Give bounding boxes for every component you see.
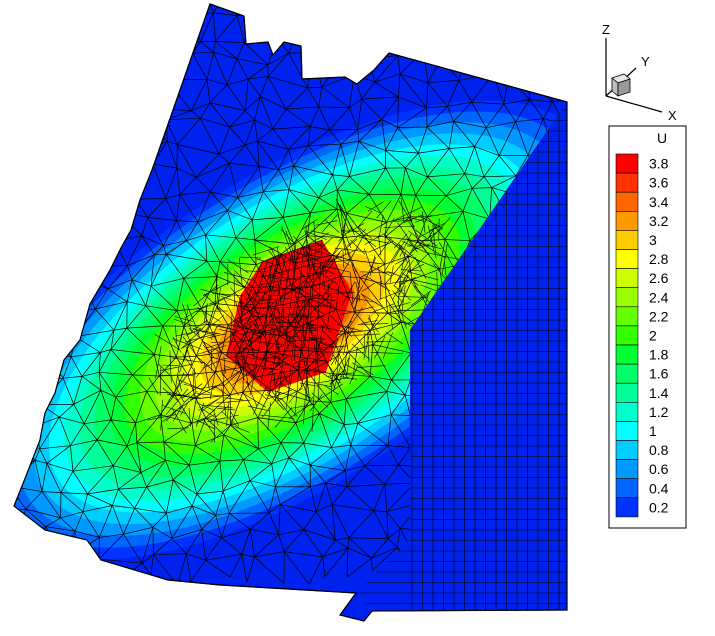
legend-level-label: 0.6: [649, 461, 669, 477]
legend-swatch: [615, 268, 639, 289]
legend-level-label: 0.4: [649, 480, 669, 496]
legend-swatch: [615, 497, 639, 518]
legend-swatch: [615, 363, 639, 384]
legend-level-label: 3: [649, 232, 657, 248]
legend-swatch: [615, 230, 639, 250]
legend-swatch: [615, 249, 639, 269]
legend-swatch: [615, 344, 639, 365]
legend-swatch: [615, 478, 639, 499]
z-axis-label: Z: [602, 22, 610, 37]
legend-level-label: 1: [649, 423, 657, 439]
legend-swatch: [615, 440, 639, 460]
legend-level-label: 1.4: [649, 385, 669, 401]
legend-level-label: 1.2: [649, 404, 669, 420]
legend-swatch: [615, 421, 639, 441]
legend-level-label: 3.6: [649, 175, 669, 191]
mesh-edges: [14, 4, 567, 586]
legend-level-label: 2.8: [649, 251, 669, 267]
legend-swatch: [615, 191, 639, 212]
legend-level-label: 1.6: [649, 366, 669, 382]
legend-swatch: [615, 459, 639, 480]
cube-icon: [611, 73, 631, 97]
core-grid-lines: [225, 239, 327, 433]
legend-swatch: [615, 401, 639, 422]
y-axis-label: Y: [641, 54, 650, 69]
color-legend: U 3.8 3.6 3.4 3.2 3 2.8 2.6 2.4 2.2 2 1.8 1.6 1.4 1.2…: [608, 125, 687, 529]
legend-level-label: 2.4: [649, 289, 669, 305]
legend-level-label: 0.2: [649, 499, 669, 515]
legend-swatch: [615, 382, 639, 403]
legend-swatch: [615, 325, 639, 346]
legend-level-label: 3.4: [649, 194, 669, 210]
legend-swatch: [615, 287, 639, 308]
legend-level-label: 3.2: [649, 213, 669, 229]
legend-level-label: 2: [649, 327, 657, 343]
legend-title: U: [657, 130, 667, 146]
legend-level-label: 2.2: [649, 308, 669, 324]
x-axis-label: X: [668, 108, 677, 123]
legend-level-label: 1.8: [649, 347, 669, 363]
legend-swatch: [615, 306, 639, 327]
legend-level-label: 3.8: [649, 156, 669, 172]
legend-level-label: 0.8: [649, 442, 669, 458]
legend-level-label: 2.6: [649, 270, 669, 286]
axes-triad: Z Y X: [602, 22, 677, 123]
x-axis-line: [605, 95, 663, 113]
fine-mesh-edges: [146, 197, 459, 443]
legend-swatch: [615, 172, 639, 193]
refined-core-mesh: [225, 239, 327, 433]
triangular-mesh: [14, 4, 567, 586]
legend-swatch: [615, 153, 639, 174]
legend-swatch: [615, 211, 639, 231]
